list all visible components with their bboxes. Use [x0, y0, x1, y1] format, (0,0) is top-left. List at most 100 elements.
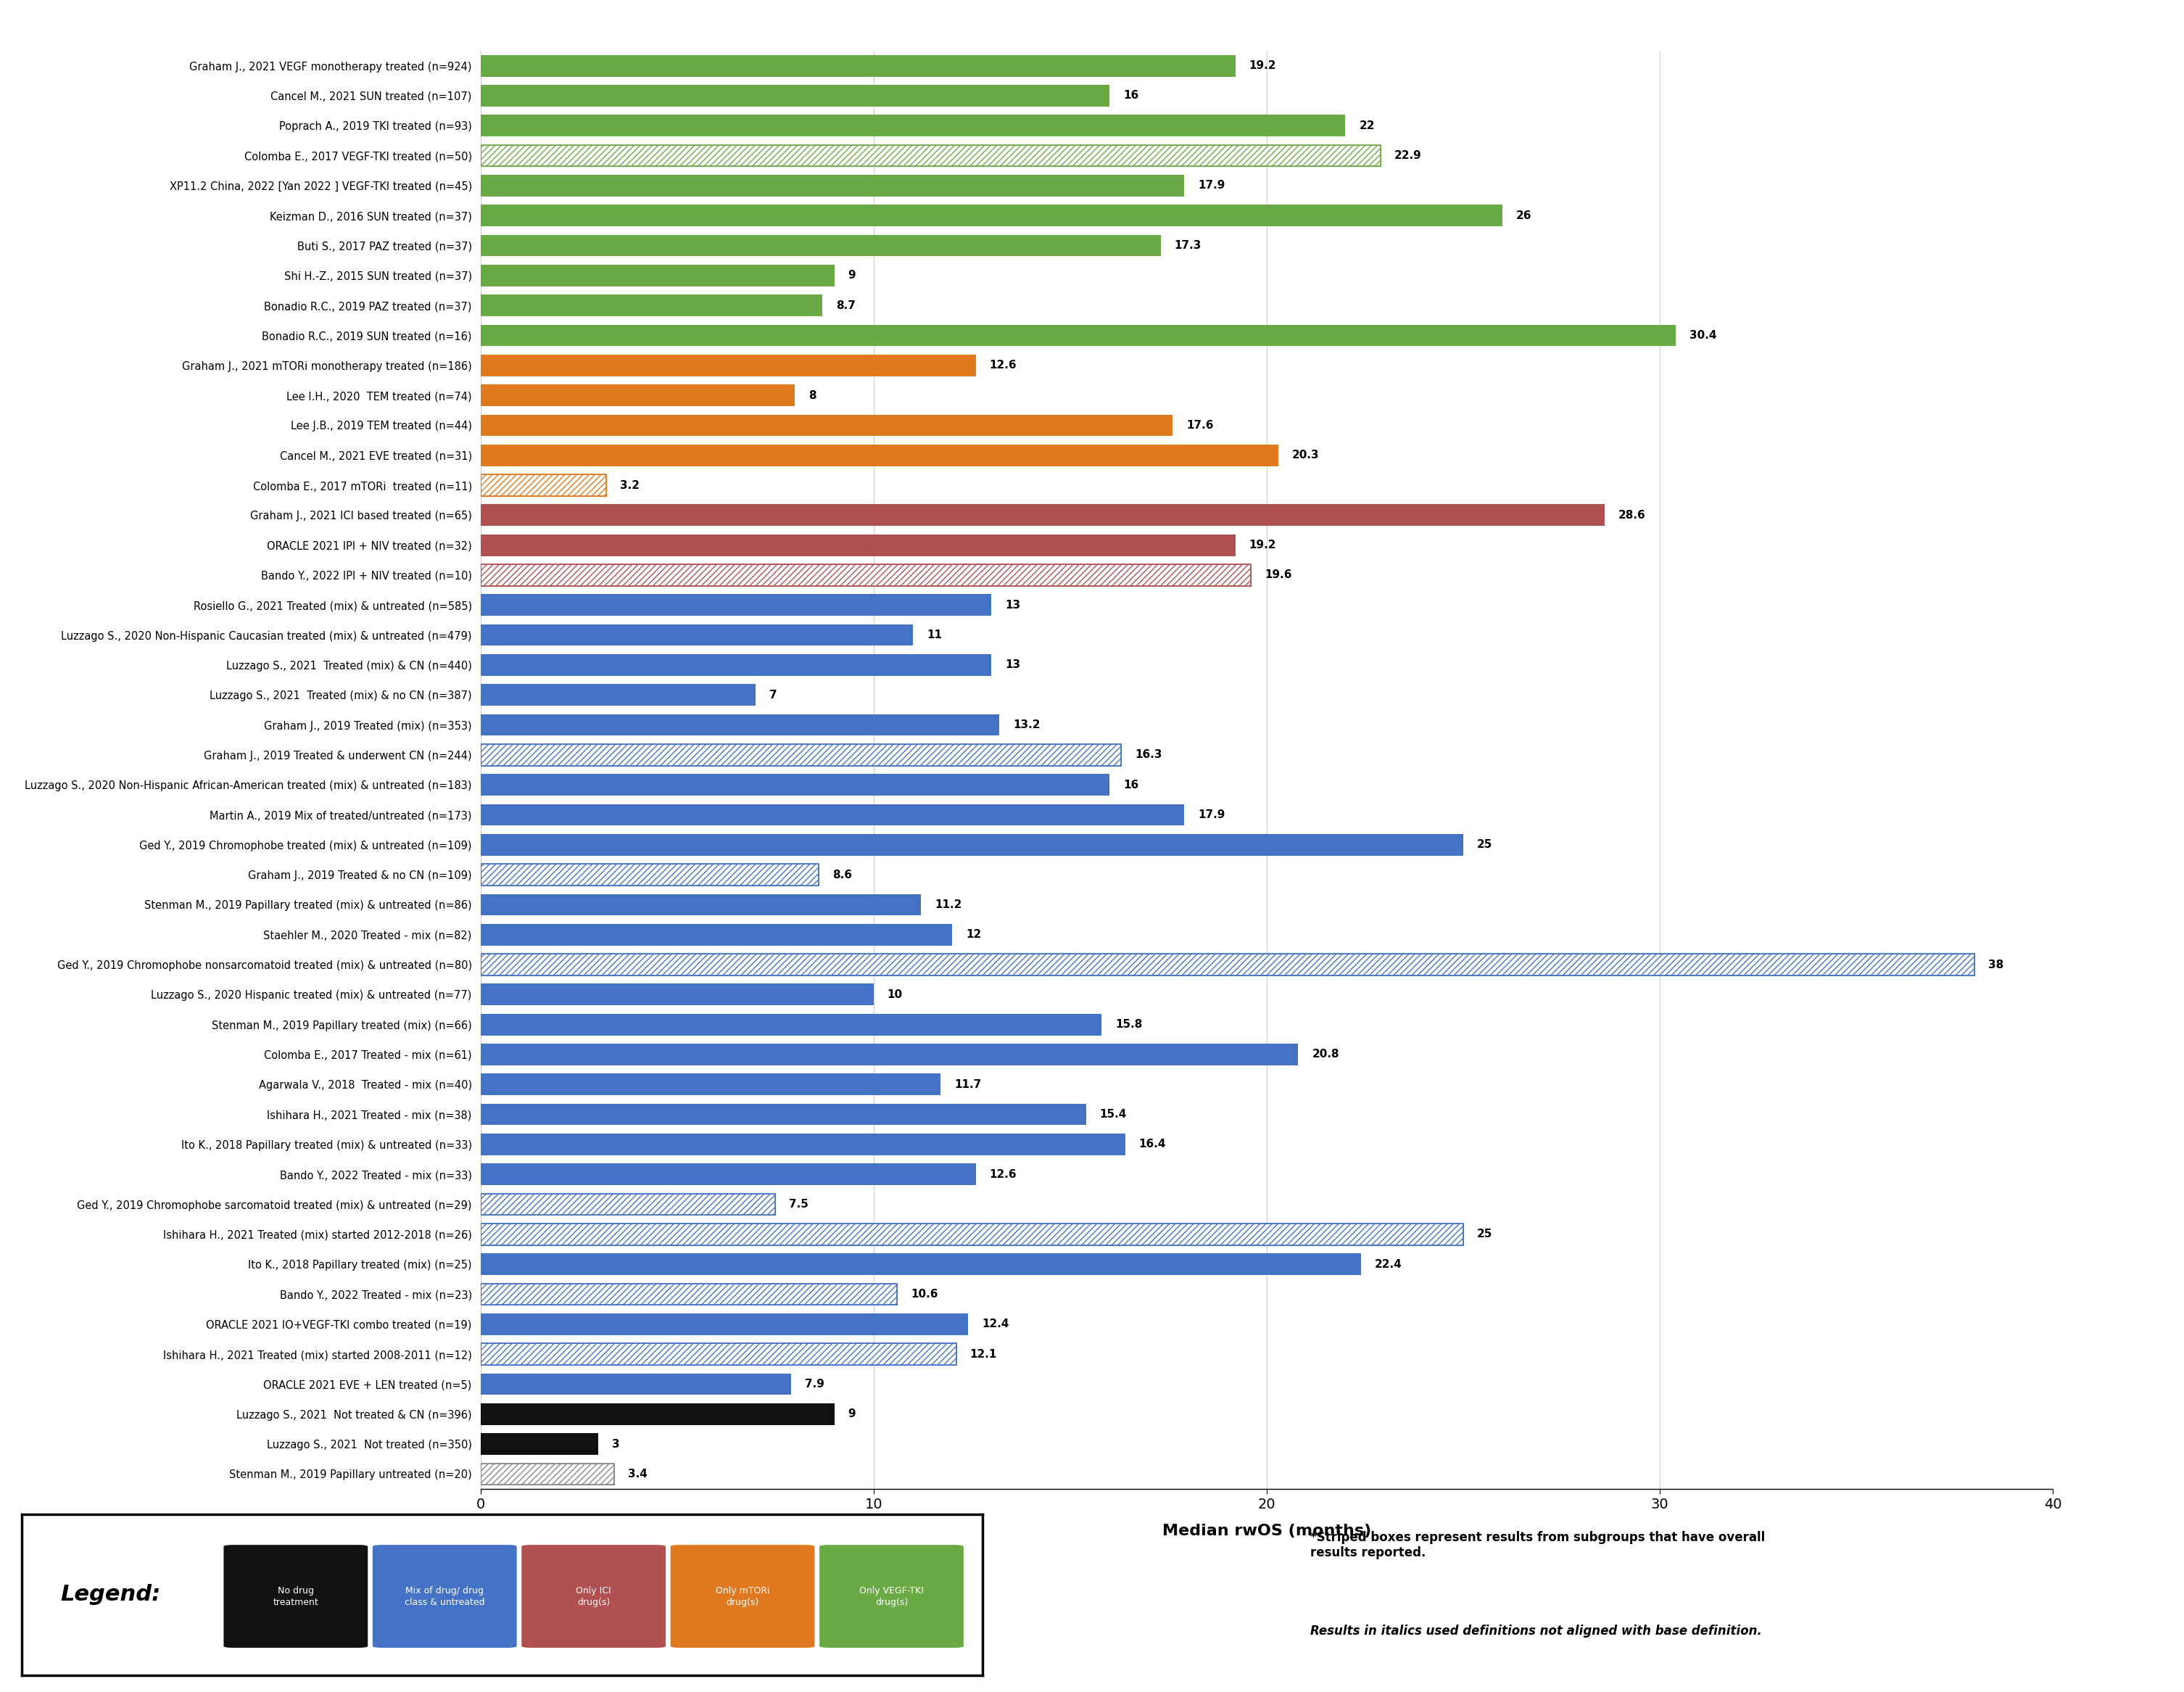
Bar — [480, 504, 1605, 526]
Text: 12.4: 12.4 — [981, 1318, 1009, 1330]
Text: 9: 9 — [847, 271, 856, 281]
Text: 3.4: 3.4 — [629, 1469, 646, 1479]
Text: Results in italics used definitions not aligned with base definition.: Results in italics used definitions not … — [1310, 1624, 1762, 1638]
Text: Only mTORi
drug(s): Only mTORi drug(s) — [716, 1585, 769, 1607]
FancyBboxPatch shape — [373, 1545, 518, 1648]
Bar — [480, 1134, 1125, 1156]
Bar — [480, 804, 1184, 826]
Bar — [480, 1223, 1463, 1245]
Text: 12: 12 — [965, 929, 981, 941]
Bar — [480, 865, 819, 885]
Text: 25: 25 — [1476, 1228, 1492, 1240]
Text: 13: 13 — [1005, 660, 1020, 670]
Text: 10: 10 — [887, 990, 902, 1000]
FancyBboxPatch shape — [819, 1545, 963, 1648]
Text: 16: 16 — [1123, 780, 1138, 790]
Bar — [480, 744, 1120, 766]
FancyBboxPatch shape — [223, 1545, 367, 1648]
X-axis label: Median rwOS (months): Median rwOS (months) — [1162, 1523, 1372, 1538]
Bar — [480, 1403, 834, 1425]
Bar — [480, 54, 1236, 76]
Text: 12.6: 12.6 — [989, 1169, 1018, 1179]
Text: Legend:: Legend: — [61, 1584, 162, 1606]
Bar — [480, 474, 607, 496]
Text: Mix of drug/ drug
class & untreated: Mix of drug/ drug class & untreated — [404, 1585, 485, 1607]
Text: 17.3: 17.3 — [1175, 240, 1201, 250]
Text: 10.6: 10.6 — [911, 1289, 939, 1299]
Bar — [480, 1074, 941, 1095]
Text: 11: 11 — [926, 629, 941, 641]
Text: 25: 25 — [1476, 839, 1492, 849]
Text: 13.2: 13.2 — [1013, 719, 1040, 731]
Bar — [480, 1313, 968, 1335]
Bar — [480, 954, 1974, 975]
Bar — [480, 893, 922, 915]
Bar — [480, 1284, 898, 1305]
Text: 11.7: 11.7 — [954, 1079, 981, 1090]
Text: 17.9: 17.9 — [1197, 179, 1225, 191]
Text: 7.9: 7.9 — [804, 1379, 823, 1389]
FancyBboxPatch shape — [670, 1545, 815, 1648]
Bar — [480, 1044, 1297, 1066]
Bar — [480, 983, 874, 1005]
Bar — [480, 384, 795, 406]
Text: 9: 9 — [847, 1409, 856, 1420]
Text: 8.7: 8.7 — [836, 299, 856, 311]
Bar — [480, 1464, 614, 1486]
Bar — [480, 294, 823, 316]
Text: 8: 8 — [808, 389, 817, 401]
Text: 17.6: 17.6 — [1186, 420, 1214, 431]
Bar — [480, 684, 756, 706]
Text: 16.3: 16.3 — [1136, 750, 1162, 760]
Bar — [480, 1014, 1101, 1036]
Bar — [480, 355, 976, 376]
Bar — [480, 865, 819, 885]
Bar — [480, 146, 1380, 166]
Text: Only VEGF-TKI
drug(s): Only VEGF-TKI drug(s) — [858, 1585, 924, 1607]
Text: 7: 7 — [769, 690, 778, 700]
Bar — [480, 535, 1236, 557]
Text: 8.6: 8.6 — [832, 870, 852, 880]
Text: 30.4: 30.4 — [1690, 330, 1717, 340]
Bar — [480, 1343, 957, 1365]
Bar — [480, 1164, 976, 1184]
Text: 7.5: 7.5 — [788, 1200, 808, 1210]
Text: 16: 16 — [1123, 90, 1138, 102]
Bar — [480, 924, 952, 946]
Bar — [480, 85, 1109, 107]
Text: 28.6: 28.6 — [1618, 509, 1647, 521]
Text: 3.2: 3.2 — [620, 481, 640, 491]
Text: 20.3: 20.3 — [1293, 450, 1319, 460]
Bar — [480, 445, 1278, 465]
Text: 20.8: 20.8 — [1313, 1049, 1339, 1059]
Text: 22.4: 22.4 — [1376, 1259, 1402, 1269]
Bar — [480, 1284, 898, 1305]
Bar — [480, 624, 913, 646]
Text: 12.6: 12.6 — [989, 360, 1018, 371]
FancyBboxPatch shape — [522, 1545, 666, 1648]
Bar — [480, 205, 1503, 227]
Text: *Striped boxes represent results from subgroups that have overall
results report: *Striped boxes represent results from su… — [1310, 1531, 1765, 1560]
Text: 11.2: 11.2 — [935, 898, 961, 910]
Bar — [480, 115, 1345, 137]
Text: 26: 26 — [1516, 210, 1531, 222]
Bar — [480, 1374, 791, 1394]
Bar — [480, 1193, 775, 1215]
Text: 12.1: 12.1 — [970, 1349, 998, 1360]
Text: 15.4: 15.4 — [1099, 1108, 1127, 1120]
Bar — [480, 264, 834, 286]
Bar — [480, 1103, 1085, 1125]
Text: 19.6: 19.6 — [1265, 570, 1293, 580]
Bar — [480, 235, 1160, 255]
Bar — [480, 415, 1173, 437]
Bar — [480, 594, 992, 616]
Bar — [480, 954, 1974, 975]
Text: 17.9: 17.9 — [1197, 809, 1225, 821]
Bar — [480, 565, 1251, 585]
Text: No drug
treatment: No drug treatment — [273, 1585, 319, 1607]
Text: Only ICI
drug(s): Only ICI drug(s) — [577, 1585, 612, 1607]
Bar — [480, 1193, 775, 1215]
Text: 13: 13 — [1005, 599, 1020, 611]
Bar — [480, 565, 1251, 585]
Bar — [480, 474, 607, 496]
